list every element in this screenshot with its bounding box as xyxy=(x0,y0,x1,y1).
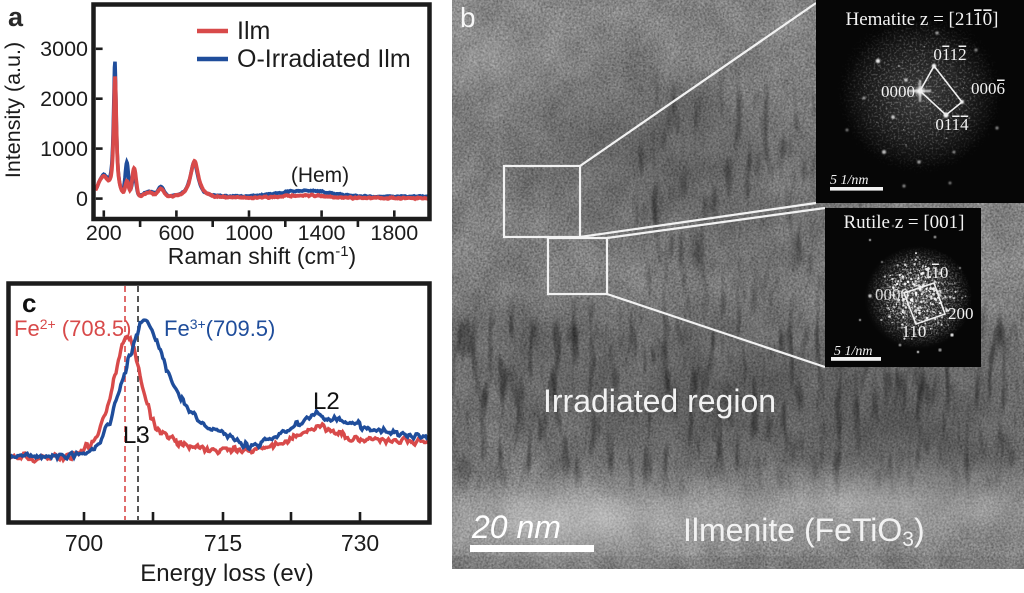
svg-text:O-Irradiated Ilm: O-Irradiated Ilm xyxy=(237,45,411,73)
svg-text:715: 715 xyxy=(204,530,242,556)
svg-text:Fe2+ (708.5): Fe2+ (708.5) xyxy=(14,316,131,341)
svg-text:Intensity (a.u.): Intensity (a.u.) xyxy=(1,42,25,178)
svg-text:Energy loss (ev): Energy loss (ev) xyxy=(140,560,313,587)
svg-text:5 1/nm: 5 1/nm xyxy=(834,344,873,359)
svg-text:Ilmenite (FeTiO3): Ilmenite (FeTiO3) xyxy=(683,512,925,551)
svg-text:a: a xyxy=(8,2,24,32)
svg-text:L2: L2 xyxy=(313,388,340,415)
svg-text:600: 600 xyxy=(158,221,194,245)
svg-text:20 nm: 20 nm xyxy=(471,509,561,545)
svg-text:0: 0 xyxy=(76,187,88,211)
svg-text:Irradiated region: Irradiated region xyxy=(543,383,776,419)
svg-text:L3: L3 xyxy=(123,422,150,449)
svg-text:200: 200 xyxy=(86,221,122,245)
svg-text:5 1/nm: 5 1/nm xyxy=(830,173,869,188)
svg-text:3000: 3000 xyxy=(40,37,88,61)
svg-text:1000: 1000 xyxy=(225,221,273,245)
svg-text:Rutile z = [001]: Rutile z = [001] xyxy=(844,212,965,233)
svg-text:(Hem): (Hem) xyxy=(291,164,349,187)
svg-text:Hematite z = [2110]: Hematite z = [2110] xyxy=(846,9,999,30)
svg-text:110: 110 xyxy=(924,263,949,282)
svg-text:Ilm: Ilm xyxy=(237,17,270,45)
svg-text:110: 110 xyxy=(902,322,927,341)
svg-text:b: b xyxy=(460,2,476,33)
svg-text:200: 200 xyxy=(948,304,974,323)
svg-text:700: 700 xyxy=(65,530,103,556)
svg-text:Fe3+(709.5): Fe3+(709.5) xyxy=(164,316,275,341)
svg-text:0114: 0114 xyxy=(935,115,969,134)
svg-text:1400: 1400 xyxy=(298,221,346,245)
svg-text:2000: 2000 xyxy=(40,87,88,111)
svg-text:1800: 1800 xyxy=(370,221,418,245)
svg-text:0000: 0000 xyxy=(881,82,915,101)
svg-text:Raman shift (cm-1): Raman shift (cm-1) xyxy=(168,243,356,269)
svg-text:0112: 0112 xyxy=(933,45,966,64)
svg-text:0006: 0006 xyxy=(971,79,1005,98)
svg-text:730: 730 xyxy=(341,530,379,556)
svg-text:c: c xyxy=(22,288,36,318)
svg-text:1000: 1000 xyxy=(40,137,88,161)
svg-text:0000: 0000 xyxy=(875,285,909,304)
